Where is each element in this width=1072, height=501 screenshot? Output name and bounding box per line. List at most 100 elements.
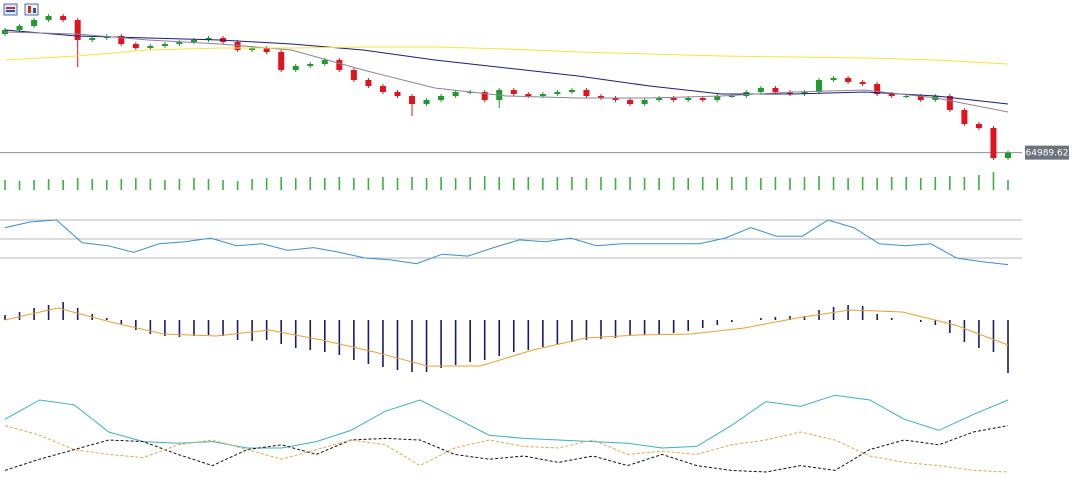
- candle-body: [452, 92, 459, 96]
- icon[interactable]: [3, 3, 18, 16]
- bar: [978, 175, 980, 190]
- candle-body: [830, 78, 837, 80]
- bar: [120, 320, 123, 324]
- bar: [847, 178, 849, 190]
- candle-body: [961, 110, 968, 124]
- bar: [527, 320, 530, 350]
- bar: [701, 177, 704, 190]
- bar: [919, 320, 922, 322]
- bar: [687, 320, 690, 331]
- bar: [222, 180, 224, 190]
- bar: [629, 320, 631, 336]
- bar: [454, 178, 457, 190]
- candle-body: [132, 44, 139, 48]
- candle-body: [350, 70, 357, 80]
- bar: [338, 177, 341, 190]
- bar: [789, 178, 791, 190]
- candle-body: [816, 80, 823, 92]
- bar: [193, 320, 195, 336]
- icon-detail: [6, 7, 15, 9]
- bar: [135, 320, 137, 330]
- candle-body: [554, 92, 561, 94]
- indicator-line: [4, 425, 1009, 473]
- candle-body: [888, 94, 895, 96]
- bar: [469, 177, 471, 190]
- bar: [949, 176, 951, 190]
- bar: [382, 177, 384, 190]
- candle-body: [583, 90, 590, 96]
- bar: [876, 314, 878, 320]
- bar: [280, 177, 282, 190]
- bar: [178, 179, 181, 190]
- candle-body: [190, 40, 197, 42]
- bar: [62, 302, 64, 320]
- candle-body: [859, 82, 866, 84]
- bar: [149, 179, 152, 190]
- candle-body: [656, 98, 663, 100]
- candle-body: [990, 128, 997, 158]
- bar: [643, 320, 646, 335]
- candle-body: [394, 92, 401, 96]
- bar: [760, 178, 762, 190]
- bar: [454, 320, 457, 365]
- bar: [658, 320, 660, 334]
- candle-body: [307, 64, 314, 66]
- indicator-line: [4, 46, 1009, 65]
- bar: [164, 180, 166, 190]
- bar: [600, 177, 602, 190]
- bar: [687, 178, 690, 190]
- candle-body: [365, 80, 372, 86]
- price-label: 64989.62: [1026, 149, 1069, 159]
- bar: [1007, 320, 1009, 373]
- bar: [556, 320, 559, 344]
- bar: [585, 320, 588, 340]
- indicator-line: [4, 219, 1009, 266]
- indicator-line: [4, 31, 1009, 113]
- bar: [774, 317, 777, 320]
- bar: [861, 306, 864, 320]
- bar: [512, 178, 515, 190]
- bar: [353, 178, 355, 190]
- candle-body: [612, 98, 619, 100]
- bar: [614, 178, 617, 190]
- bar: [658, 178, 660, 190]
- bar: [672, 320, 675, 333]
- candle-body: [321, 60, 328, 64]
- bar: [18, 312, 21, 320]
- candle-body: [699, 98, 706, 100]
- bar: [222, 320, 224, 336]
- bar: [483, 176, 486, 190]
- candle-body: [481, 92, 488, 100]
- candle-body: [379, 86, 386, 92]
- bar: [745, 177, 748, 190]
- candle-body: [60, 16, 67, 20]
- candle-body: [757, 88, 764, 92]
- bar: [353, 320, 355, 360]
- candle-body: [874, 84, 881, 94]
- candle-body: [946, 96, 953, 110]
- bar: [919, 178, 922, 190]
- candle-body: [714, 96, 721, 100]
- bar: [411, 177, 413, 190]
- bar: [643, 178, 646, 190]
- bar: [18, 181, 21, 190]
- bar: [193, 178, 195, 190]
- candle-body: [627, 100, 634, 104]
- bar: [338, 320, 341, 355]
- bar: [614, 320, 617, 338]
- bar: [934, 320, 937, 325]
- bar: [62, 180, 64, 190]
- bar: [251, 179, 253, 190]
- indicator-line: [4, 394, 1009, 449]
- bar: [571, 177, 573, 190]
- bar: [629, 177, 631, 190]
- bar: [425, 320, 428, 372]
- bar: [425, 178, 428, 190]
- bar: [963, 320, 966, 342]
- bar: [789, 316, 791, 320]
- bar: [556, 177, 559, 190]
- candle-body: [597, 96, 604, 98]
- icon[interactable]: [24, 3, 39, 16]
- candle-body: [728, 96, 735, 97]
